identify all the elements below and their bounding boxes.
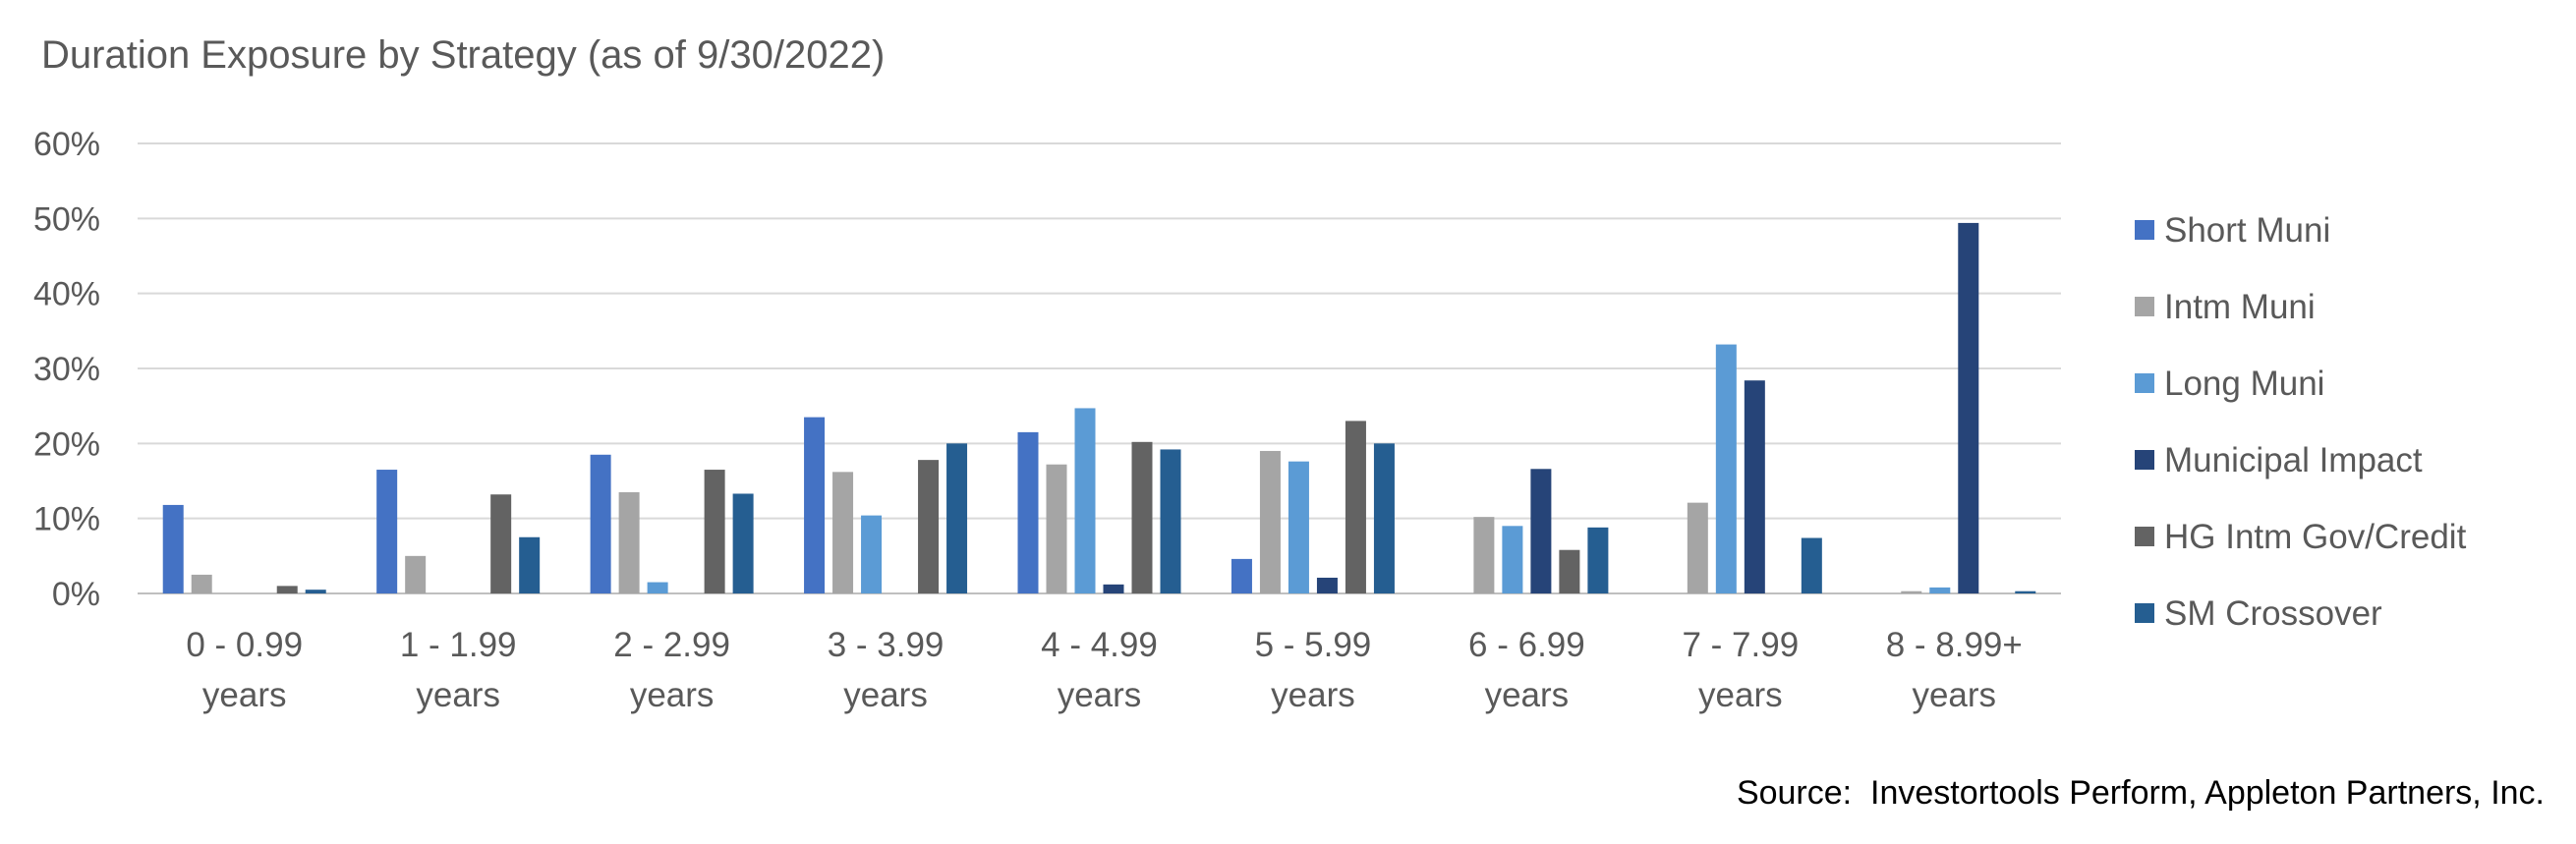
y-tick-label: 30% xyxy=(33,351,100,388)
bar xyxy=(732,493,754,593)
bar xyxy=(276,586,298,593)
bar xyxy=(1046,464,1067,593)
y-tick-label: 60% xyxy=(33,126,100,163)
bar xyxy=(1958,222,1979,593)
x-tick-label: years xyxy=(202,676,287,714)
bar xyxy=(1074,408,1096,593)
legend-swatch xyxy=(2135,527,2154,546)
x-tick-label: years xyxy=(1698,676,1783,714)
bar xyxy=(590,454,611,593)
bar xyxy=(519,536,541,593)
x-tick-label: years xyxy=(1058,676,1142,714)
x-tick-label: years xyxy=(843,676,928,714)
x-tick-label: 7 - 7.99 xyxy=(1682,626,1799,664)
y-tick-label: 40% xyxy=(33,276,100,313)
bar xyxy=(832,472,854,593)
bar xyxy=(1587,527,1609,593)
legend-label: Long Muni xyxy=(2164,365,2324,403)
bar xyxy=(1288,461,1309,593)
bar xyxy=(1131,441,1153,593)
bar xyxy=(2015,591,2036,593)
bar xyxy=(1103,584,1124,593)
bar xyxy=(1929,587,1951,593)
bar xyxy=(1160,449,1181,593)
bar xyxy=(305,590,326,593)
x-tick-label: 6 - 6.99 xyxy=(1468,626,1585,664)
y-tick-label: 20% xyxy=(33,425,100,463)
legend-swatch xyxy=(2135,297,2154,316)
legend-swatch xyxy=(2135,373,2154,393)
legend-label: SM Crossover xyxy=(2164,594,2382,633)
bar xyxy=(647,582,668,593)
bar xyxy=(1345,421,1366,593)
bar xyxy=(918,460,940,593)
bar xyxy=(1473,517,1495,593)
chart-title: Duration Exposure by Strategy (as of 9/3… xyxy=(41,33,886,77)
bar xyxy=(1801,537,1822,593)
x-tick-label: 2 - 2.99 xyxy=(613,626,730,664)
bar xyxy=(1901,591,1922,593)
legend-swatch xyxy=(2135,220,2154,240)
bar xyxy=(1231,558,1252,593)
bar xyxy=(191,574,212,593)
bar xyxy=(1559,549,1580,593)
bar xyxy=(704,470,725,593)
y-tick-label: 0% xyxy=(52,576,100,613)
x-tick-label: 4 - 4.99 xyxy=(1041,626,1158,664)
y-tick-label: 10% xyxy=(33,501,100,538)
bar xyxy=(405,555,427,593)
legend-label: Short Muni xyxy=(2164,211,2330,250)
x-tick-label: 0 - 0.99 xyxy=(186,626,303,664)
x-tick-label: 3 - 3.99 xyxy=(828,626,945,664)
legend-label: Municipal Impact xyxy=(2164,441,2423,479)
bar xyxy=(1502,526,1523,593)
y-tick-label: 50% xyxy=(33,200,100,238)
x-tick-label: 1 - 1.99 xyxy=(400,626,517,664)
source-note: Source: Investortools Perform, Appleton … xyxy=(1736,774,2545,812)
legend-label: Intm Muni xyxy=(2164,288,2316,326)
x-tick-label: 8 - 8.99+ xyxy=(1886,626,2023,664)
bar xyxy=(1017,431,1039,593)
x-tick-label: years xyxy=(1271,676,1355,714)
bar xyxy=(946,443,968,593)
bar xyxy=(376,470,398,593)
bar xyxy=(490,494,512,593)
x-tick-label: 5 - 5.99 xyxy=(1255,626,1372,664)
bar xyxy=(1316,577,1338,593)
bar xyxy=(1530,469,1552,593)
x-tick-label: years xyxy=(416,676,500,714)
bar xyxy=(804,417,826,593)
bar xyxy=(1715,344,1737,593)
legend-swatch xyxy=(2135,603,2154,623)
x-tick-label: years xyxy=(1485,676,1570,714)
bar xyxy=(618,491,640,593)
bar xyxy=(1744,380,1765,593)
legend-swatch xyxy=(2135,450,2154,470)
bar xyxy=(861,515,883,593)
bar xyxy=(1687,502,1708,593)
bar xyxy=(1259,450,1281,593)
x-tick-label: years xyxy=(1912,676,1996,714)
legend-label: HG Intm Gov/Credit xyxy=(2164,518,2467,556)
bar xyxy=(1373,443,1395,593)
bar xyxy=(162,504,184,593)
x-tick-label: years xyxy=(630,676,715,714)
